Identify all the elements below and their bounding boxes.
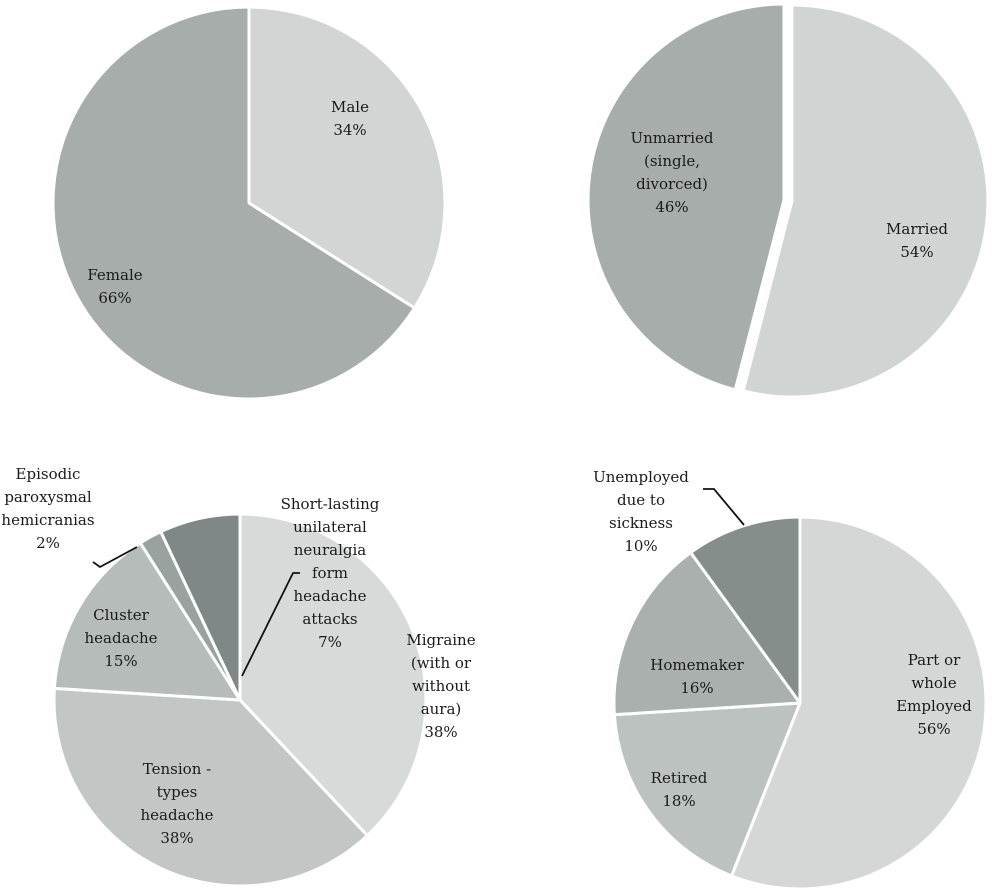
leader-line-short-lasting [241,572,300,677]
slice-percent-label: 2% [36,534,60,552]
slice-category-label: unilateral [293,518,367,536]
slice-percent-label: 38% [160,829,193,847]
slice-category-label: Unemployed [593,468,689,486]
gender-pie-chart: Male 34% Female 66% [51,5,447,401]
slice-percent-label: 18% [662,792,695,810]
slice-category-label: divorced) [636,175,708,193]
pie-slice-female [51,5,416,401]
slice-label-homemaker: Homemaker 16% [650,656,744,697]
slice-category-label: without [412,677,470,695]
slice-label-female: Female 66% [87,266,142,307]
slice-percent-label: 54% [900,243,933,261]
pie-slice-part-or [730,515,988,891]
slice-percent-label: 10% [624,537,657,555]
slice-label-male: Male 34% [331,98,369,139]
slice-percent-label: 56% [917,720,950,738]
leader-line-episodic [92,546,138,569]
pie-slice-migraine [238,512,428,838]
slice-category-label: Married [886,220,948,238]
marital-status-pie-chart: Married 54% Unmarried (single, divorced) 46% [586,2,990,399]
pie-slice-unemployed [689,515,802,705]
slice-category-label: Migraine [406,631,475,649]
slice-category-label: Short-lasting [281,495,380,513]
slice-percent-label: 38% [424,723,457,741]
slice-label-unemployed: Unemployed due to sickness 10% [593,468,689,555]
slice-category-label: neuralgia [294,541,367,559]
pie-slice-homemaker [612,551,802,717]
slice-category-label: (with or [411,654,472,672]
slice-category-label: (single, [644,152,700,170]
slice-category-label: headache [141,806,214,824]
slice-category-label: aura) [421,700,462,718]
slice-category-label: Part or [908,651,961,669]
slice-category-label: Employed [896,697,972,715]
pie-slice-short-lasting [159,512,242,702]
slice-category-label: form [312,564,348,582]
slice-category-label: hemicranias [1,511,94,529]
slice-category-label: Unmarried [630,129,713,147]
slice-category-label: Female [87,266,142,284]
slice-category-label: headache [85,629,158,647]
slice-label-episodic: Episodic paroxysmal hemicranias 2% [1,465,94,552]
pie-slice-retired [612,701,802,878]
employment-status-pie-chart: Part or whole Employed 56% Retired 18% Homemak… [593,468,988,891]
leader-line-unemployed [703,488,745,526]
pie-slice-unmarried [586,2,786,392]
slice-percent-label: 46% [655,198,688,216]
slice-percent-label: 66% [98,289,131,307]
slice-label-tension: Tension - types headache 38% [141,760,214,847]
slice-category-label: headache [294,587,367,605]
slice-category-label: paroxysmal [4,488,92,506]
slice-category-label: Cluster [93,606,150,624]
slice-category-label: whole [911,674,956,692]
slice-label-cluster: Cluster headache 15% [85,606,158,670]
slice-label-part-or: Part or whole Employed 56% [896,651,972,738]
slice-label-migraine: Migraine (with or without aura) 38% [406,631,475,741]
slice-category-label: Tension - [143,760,211,778]
pie-slice-tension [52,686,369,888]
pie-slice-married [741,3,990,399]
slice-percent-label: 16% [680,679,713,697]
slice-percent-label: 7% [318,633,342,651]
slice-label-unmarried: Unmarried (single, divorced) 46% [630,129,713,216]
slice-category-label: attacks [302,610,357,628]
slice-category-label: due to [617,491,665,509]
slice-label-retired: Retired 18% [651,769,708,810]
slice-category-label: Homemaker [650,656,744,674]
slice-label-married: Married 54% [886,220,948,261]
slice-category-label: Episodic [16,465,81,483]
slice-percent-label: 34% [333,121,366,139]
slice-category-label: Retired [651,769,708,787]
slice-category-label: types [157,783,198,801]
slice-category-label: Male [331,98,369,116]
slice-category-label: sickness [609,514,673,532]
slice-percent-label: 15% [104,652,137,670]
slice-label-short-lasting: Short-lasting unilateral neuralgia form head… [281,495,380,651]
